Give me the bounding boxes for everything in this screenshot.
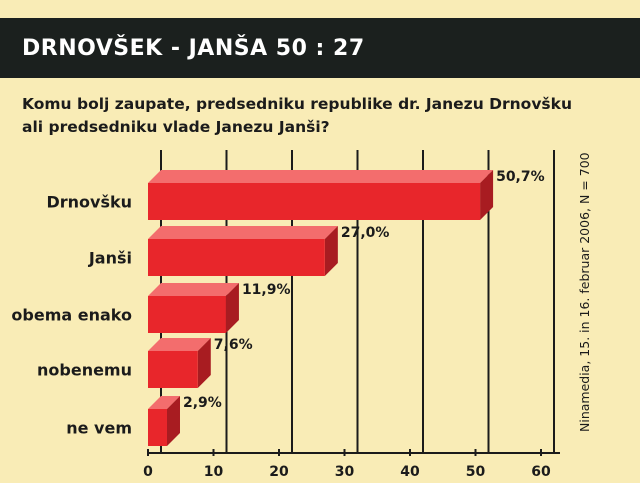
value-label-1: 27,0% bbox=[341, 225, 390, 241]
x-tick-label-6: 60 bbox=[531, 464, 551, 480]
bar-3 bbox=[148, 351, 198, 388]
category-label-2: obema enako bbox=[11, 306, 132, 325]
category-label-1: Janši bbox=[88, 249, 132, 268]
survey-question: Komu bolj zaupate, predsedniku republike… bbox=[22, 95, 572, 136]
value-label-0: 50,7% bbox=[496, 169, 545, 185]
bar-top-4 bbox=[148, 396, 180, 409]
source-note: Ninamedia, 15. in 16. februar 2006, N = … bbox=[577, 152, 592, 432]
bar-4 bbox=[148, 409, 167, 446]
value-label-4: 2,9% bbox=[183, 395, 222, 411]
bar-2 bbox=[148, 296, 226, 333]
bar-top-1 bbox=[148, 226, 338, 239]
bar-top-0 bbox=[148, 170, 494, 183]
bar-side-4 bbox=[166, 396, 180, 446]
value-label-3: 7,6% bbox=[214, 337, 253, 353]
x-tick-label-1: 10 bbox=[204, 464, 224, 480]
bar-top-2 bbox=[148, 283, 239, 296]
x-tick-label-0: 0 bbox=[143, 464, 153, 480]
x-tick-label-2: 20 bbox=[269, 464, 289, 480]
bar-side-0 bbox=[480, 170, 494, 220]
bar-side-3 bbox=[197, 338, 211, 388]
value-label-2: 11,9% bbox=[242, 282, 291, 298]
bar-top-3 bbox=[148, 338, 211, 351]
chart-title-bar: DRNOVŠEK - JANŠA 50 : 27 bbox=[0, 18, 640, 78]
category-label-0: Drnovšku bbox=[46, 193, 132, 212]
x-tick-label-3: 30 bbox=[335, 464, 355, 480]
chart-title: DRNOVŠEK - JANŠA 50 : 27 bbox=[22, 35, 365, 61]
category-label-3: nobenemu bbox=[37, 361, 132, 380]
category-label-4: ne vem bbox=[66, 419, 132, 438]
bar-side-2 bbox=[225, 283, 239, 333]
bar-side-1 bbox=[324, 226, 338, 276]
x-tick-label-5: 50 bbox=[466, 464, 486, 480]
bar-1 bbox=[148, 239, 325, 276]
x-tick-label-4: 40 bbox=[400, 464, 420, 480]
bar-0 bbox=[148, 183, 481, 220]
